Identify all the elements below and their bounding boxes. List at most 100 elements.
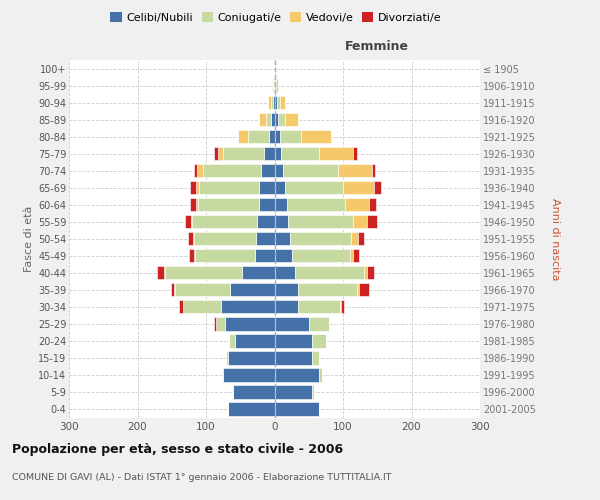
Bar [196,181,199,194]
Bar [275,300,298,314]
Bar [271,96,273,109]
Bar [353,249,359,262]
Y-axis label: Anni di nascita: Anni di nascita [550,198,560,280]
Bar [367,215,377,228]
Bar [228,402,275,415]
Bar [223,368,275,382]
Bar [275,198,287,211]
Bar [281,147,319,160]
Bar [275,79,276,92]
Bar [273,79,274,92]
Bar [179,300,183,314]
Bar [275,215,288,228]
Bar [233,386,275,398]
Bar [184,300,221,314]
Bar [359,283,369,296]
Bar [261,164,275,177]
Bar [283,164,338,177]
Bar [298,283,357,296]
Bar [225,317,275,330]
Bar [272,79,273,92]
Bar [353,215,367,228]
Bar [242,266,275,280]
Bar [275,402,319,415]
Bar [275,181,285,194]
Bar [214,317,215,330]
Bar [193,215,257,228]
Y-axis label: Fasce di età: Fasce di età [23,206,34,272]
Bar [214,147,218,160]
Bar [183,300,184,314]
Bar [197,164,203,177]
Bar [288,215,353,228]
Bar [266,113,271,126]
Bar [203,164,261,177]
Bar [275,352,312,364]
Bar [345,198,369,211]
Bar [343,181,374,194]
Bar [353,147,356,160]
Bar [280,96,286,109]
Bar [319,147,353,160]
Bar [275,62,276,75]
Bar [269,130,275,143]
Bar [309,317,329,330]
Bar [218,147,223,160]
Bar [175,283,230,296]
Bar [164,266,165,280]
Bar [364,266,367,280]
Bar [256,249,275,262]
Bar [264,147,275,160]
Bar [356,283,359,296]
Bar [259,198,275,211]
Bar [275,334,312,347]
Bar [350,249,353,262]
Bar [367,266,374,280]
Bar [274,79,275,92]
Bar [229,334,235,347]
Bar [196,198,198,211]
Bar [190,181,196,194]
Bar [285,181,343,194]
Bar [188,232,193,245]
Bar [312,334,326,347]
Bar [185,215,191,228]
Bar [157,266,164,280]
Bar [259,181,275,194]
Bar [223,147,264,160]
Text: Popolazione per età, sesso e stato civile - 2006: Popolazione per età, sesso e stato civil… [12,442,343,456]
Bar [275,368,319,382]
Bar [290,232,351,245]
Bar [235,334,275,347]
Bar [275,266,295,280]
Bar [275,147,281,160]
Bar [193,232,194,245]
Bar [230,283,275,296]
Bar [275,386,312,398]
Bar [278,113,285,126]
Bar [298,300,340,314]
Bar [221,300,275,314]
Bar [248,130,269,143]
Bar [228,352,275,364]
Bar [275,164,283,177]
Bar [275,317,309,330]
Bar [190,198,196,211]
Bar [338,164,372,177]
Bar [287,198,345,211]
Bar [256,232,275,245]
Bar [275,130,280,143]
Bar [191,215,193,228]
Bar [222,368,223,382]
Bar [271,113,275,126]
Bar [312,386,314,398]
Text: Femmine: Femmine [345,40,409,53]
Bar [226,352,228,364]
Bar [198,198,259,211]
Bar [195,249,256,262]
Bar [372,164,375,177]
Text: COMUNE DI GAVI (AL) - Dati ISTAT 1° gennaio 2006 - Elaborazione TUTTITALIA.IT: COMUNE DI GAVI (AL) - Dati ISTAT 1° genn… [12,472,392,482]
Bar [341,300,344,314]
Bar [275,249,292,262]
Bar [199,181,259,194]
